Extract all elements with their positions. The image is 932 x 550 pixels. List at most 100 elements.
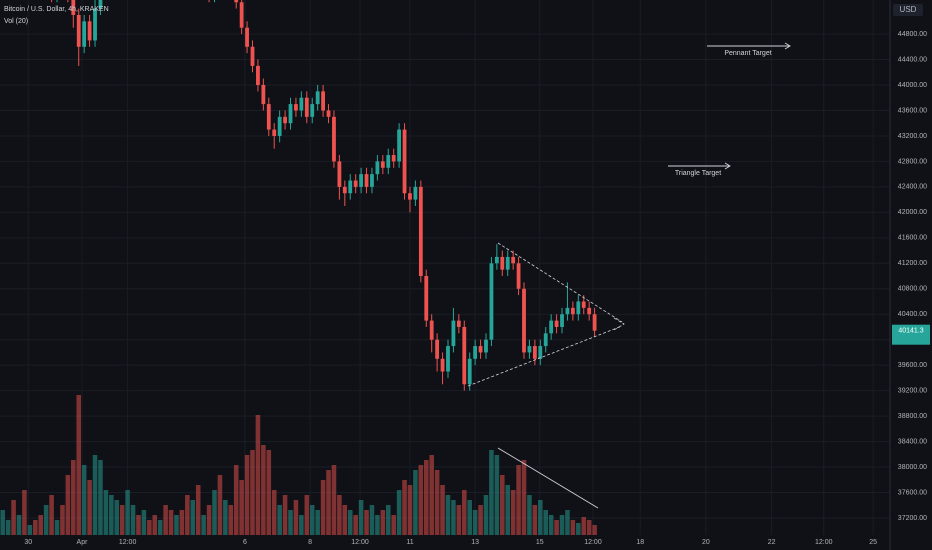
volume-bar [185, 495, 190, 535]
volume-bar [521, 460, 527, 535]
volume-bar [147, 520, 152, 535]
volume-bar [136, 515, 141, 535]
candle-body [451, 320, 456, 347]
arrow-head [724, 162, 731, 170]
candle-body [397, 129, 402, 162]
volume-bar [11, 500, 16, 535]
volume-bar [472, 510, 478, 535]
volume-bar [271, 490, 277, 535]
volume-bar [119, 505, 125, 535]
candle-body [462, 326, 467, 385]
y-tick-label: 39200.00 [898, 387, 927, 394]
candle-body [321, 91, 325, 111]
candle-body [505, 256, 510, 270]
y-tick-label: 42400.00 [898, 184, 927, 191]
volume-bar [54, 520, 60, 535]
candle-body [239, 2, 244, 28]
candle-body [234, 0, 239, 3]
volume-bar [331, 465, 337, 535]
volume-bar [304, 495, 310, 535]
volume-bar [65, 475, 71, 535]
arrow-head [784, 42, 791, 50]
x-tick-label: 15 [536, 539, 544, 546]
volume-bar [81, 465, 87, 535]
volume-bar [358, 500, 364, 535]
x-tick-label: 11 [406, 539, 413, 546]
volume-bar [423, 460, 429, 535]
candle-body [467, 358, 472, 385]
volume-bar [250, 450, 255, 535]
candle-body [380, 161, 385, 168]
x-tick-label: Apr [77, 539, 89, 546]
y-tick-label: 43200.00 [898, 133, 927, 140]
price-axis [890, 0, 932, 550]
volume-bar [27, 525, 33, 535]
volume-bar [223, 500, 228, 535]
candle-body [250, 46, 255, 66]
candle-body [283, 116, 287, 124]
volume-bar [98, 460, 103, 535]
volume-bar [168, 510, 174, 535]
y-tick-label: 38000.00 [898, 464, 927, 471]
y-tick-label: 38400.00 [898, 438, 927, 445]
candle-body [429, 320, 434, 340]
y-tick-label: 37600.00 [898, 489, 927, 496]
volume-bar [261, 445, 266, 535]
volume-bar [87, 480, 92, 535]
candle-body [565, 307, 570, 315]
volume-bar [434, 470, 440, 535]
y-tick-label: 41600.00 [898, 235, 927, 242]
candle-body [592, 314, 597, 331]
candle-body [299, 97, 304, 111]
volume-bar [565, 510, 570, 535]
volume-bar [103, 490, 109, 535]
volume-bar [451, 500, 456, 535]
candle-body [386, 155, 391, 168]
volume-bar [92, 455, 98, 535]
volume-bar [309, 505, 315, 535]
volume-bar [413, 470, 418, 535]
pennant-target-label: Pennant Target [724, 50, 771, 57]
candle-body [76, 14, 81, 47]
candle-body [266, 104, 271, 130]
volume-bar [190, 500, 196, 535]
volume-bar [478, 505, 483, 535]
volume-bar [179, 510, 185, 535]
candle-body [446, 346, 450, 372]
x-tick-label: 12:00 [351, 539, 369, 546]
candle-body [473, 346, 478, 359]
volume-bar [282, 495, 288, 535]
volume-bar [592, 525, 597, 535]
candle-body [440, 358, 445, 372]
volume-bar [380, 510, 386, 535]
volume-bar [5, 520, 11, 535]
y-tick-label: 38800.00 [898, 413, 927, 420]
candle-body [261, 85, 266, 105]
last-price-box [892, 324, 930, 345]
chart-title: Bitcoin / U.S. Dollar, 4h, KRAKEN [4, 6, 109, 13]
y-tick-label: 42000.00 [898, 209, 927, 216]
currency-box [893, 4, 923, 16]
volume-bar [0, 510, 5, 535]
volume-bar [364, 510, 369, 535]
volume-bar [315, 510, 320, 535]
x-tick-label: 25 [869, 539, 877, 546]
candle-body [527, 346, 532, 353]
volume-bar [543, 510, 549, 535]
candle-body [570, 307, 575, 315]
volume-bar [375, 515, 380, 535]
candle-body [435, 339, 440, 359]
volume-bar [201, 515, 206, 535]
y-tick-label: 40800.00 [898, 286, 927, 293]
candle-body [538, 346, 543, 359]
pennant-lines [467, 242, 625, 387]
candle-body [315, 91, 320, 105]
volume-bar [16, 515, 22, 535]
candle-body [87, 21, 92, 41]
volume-bar [532, 505, 538, 535]
candle-body [554, 320, 559, 327]
candle-body [484, 339, 488, 353]
candles [51, 0, 597, 391]
